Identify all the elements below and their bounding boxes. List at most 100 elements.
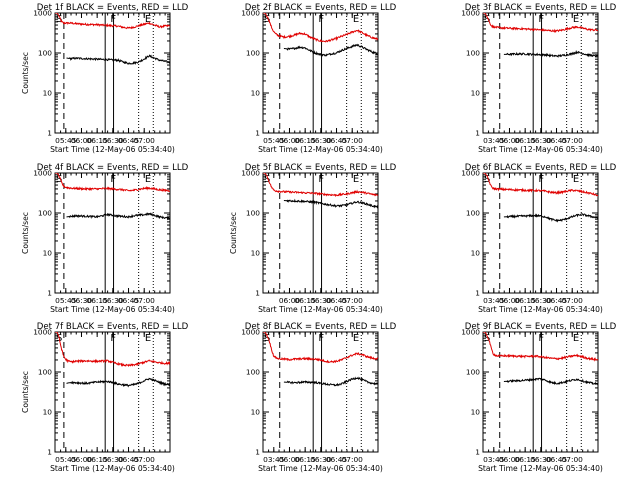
y-tick-label: 1000 (461, 169, 480, 178)
x-tick-label: 06:45 (326, 296, 348, 305)
x-tick-label: 06:30 (530, 136, 552, 145)
x-axis-label: Start Time (12-May-06 05:34:40) (258, 464, 383, 473)
y-tick-label: 1000 (33, 9, 52, 18)
events-rate-line (66, 54, 170, 65)
y-tick-label: 100 (38, 49, 52, 58)
events-rate-line (66, 212, 170, 221)
y-tick-label: 1000 (241, 328, 260, 337)
events-rate-line (283, 376, 378, 387)
events-rate-line (283, 198, 378, 209)
marker-f: F (110, 333, 116, 344)
x-axis-label: Start Time (12-May-06 05:34:40) (50, 305, 175, 314)
x-tick-label: 06:15 (87, 455, 109, 464)
y-tick-label: 10 (251, 89, 261, 98)
x-axis-label: Start Time (12-May-06 05:34:40) (258, 145, 383, 154)
y-tick-label: 10 (251, 249, 261, 258)
x-tick-label: 03:45 (483, 296, 505, 305)
y-tick-label: 10 (471, 408, 481, 417)
marker-s: S (56, 174, 62, 185)
x-tick-label: 06:00 (499, 296, 521, 305)
y-tick-label: 10 (43, 408, 53, 417)
y-tick-label: 100 (246, 209, 260, 218)
panel-det1: Det 1f BLACK = Events, RED = LLD 1 10 100 10… (21, 3, 189, 154)
x-tick-label: 06:30 (310, 136, 332, 145)
x-tick-label: 06:45 (326, 455, 348, 464)
events-rate-line (66, 377, 170, 388)
x-tick-label: 07:00 (562, 136, 584, 145)
events-rate-line (503, 377, 598, 386)
y-tick-label: 1 (255, 129, 260, 138)
y-tick-label: 100 (466, 368, 480, 377)
y-tick-label: 10 (251, 408, 261, 417)
panel-title: Det 6f BLACK = Events, RED = LLD (465, 163, 617, 173)
x-tick-label: 06:00 (279, 296, 301, 305)
panel-det4: Det 4f BLACK = Events, RED = LLD 1 10 100 10… (21, 163, 189, 314)
plot-frame (262, 331, 379, 453)
panel-det2: Det 2f BLACK = Events, RED = LLD 1 10 100 10… (241, 3, 396, 154)
y-tick-label: 1 (47, 448, 52, 457)
marker-f: F (110, 174, 116, 185)
marker-s: S (264, 333, 270, 344)
panel-title: Det 1f BLACK = Events, RED = LLD (37, 3, 189, 13)
y-tick-label: 100 (246, 368, 260, 377)
x-tick-label: 07:00 (342, 296, 364, 305)
y-tick-label: 1000 (461, 328, 480, 337)
x-tick-label: 07:00 (134, 136, 156, 145)
x-tick-label: 06:00 (499, 136, 521, 145)
y-tick-label: 1000 (461, 9, 480, 18)
plot-frame (262, 172, 379, 294)
x-tick-label: 06:30 (71, 296, 93, 305)
marker-s: S (56, 14, 62, 25)
marker-s: S (264, 174, 270, 185)
events-rate-line (503, 49, 598, 58)
x-tick-label: 07:00 (342, 455, 364, 464)
marker-f: F (318, 333, 324, 344)
marker-e: E (145, 14, 151, 25)
y-tick-label: 10 (471, 89, 481, 98)
marker-e: E (353, 174, 359, 185)
x-tick-label: 06:00 (499, 455, 521, 464)
marker-f: F (110, 14, 116, 25)
panel-det5: Det 5f BLACK = Events, RED = LLD 1 10 100 10… (229, 163, 397, 314)
x-tick-label: 06:00 (279, 455, 301, 464)
x-axis-label: Start Time (12-May-06 05:34:40) (258, 305, 383, 314)
x-tick-label: 06:45 (118, 296, 140, 305)
x-tick-label: 06:00 (279, 136, 301, 145)
marker-s: S (484, 333, 490, 344)
marker-e: E (573, 14, 579, 25)
panel-title: Det 7f BLACK = Events, RED = LLD (37, 322, 189, 332)
lld-rate-line (55, 332, 170, 368)
x-tick-label: 06:15 (295, 136, 317, 145)
y-tick-label: 1 (47, 289, 52, 298)
y-tick-label: 1 (255, 448, 260, 457)
y-tick-label: 1 (475, 448, 480, 457)
x-axis-label: Start Time (12-May-06 05:34:40) (478, 145, 603, 154)
marker-f: F (318, 174, 324, 185)
events-rate-line (503, 213, 598, 223)
x-tick-label: 06:30 (530, 296, 552, 305)
lld-rate-line (263, 13, 378, 43)
marker-f: F (318, 14, 324, 25)
panel-det3: Det 3f BLACK = Events, RED = LLD 1 10 100 10… (461, 3, 616, 154)
y-axis-label: Counts/sec (21, 52, 30, 94)
x-tick-label: 06:15 (295, 296, 317, 305)
x-tick-label: 06:30 (102, 136, 124, 145)
x-tick-label: 06:00 (71, 455, 93, 464)
x-tick-label: 05:45 (55, 296, 77, 305)
x-tick-label: 07:00 (562, 296, 584, 305)
x-tick-label: 06:45 (546, 455, 568, 464)
marker-s: S (484, 174, 490, 185)
x-tick-label: 06:45 (118, 136, 140, 145)
panel-title: Det 8f BLACK = Events, RED = LLD (245, 322, 397, 332)
plot-frame (54, 172, 171, 294)
y-tick-label: 1 (47, 129, 52, 138)
y-tick-label: 1 (475, 129, 480, 138)
y-axis-label: Counts/sec (21, 371, 30, 413)
panel-title: Det 2f BLACK = Events, RED = LLD (245, 3, 397, 13)
marker-s: S (484, 14, 490, 25)
y-axis-label: Counts/sec (21, 212, 30, 254)
x-tick-label: 06:15 (515, 136, 537, 145)
x-tick-label: 06:45 (118, 455, 140, 464)
marker-f: F (538, 333, 544, 344)
